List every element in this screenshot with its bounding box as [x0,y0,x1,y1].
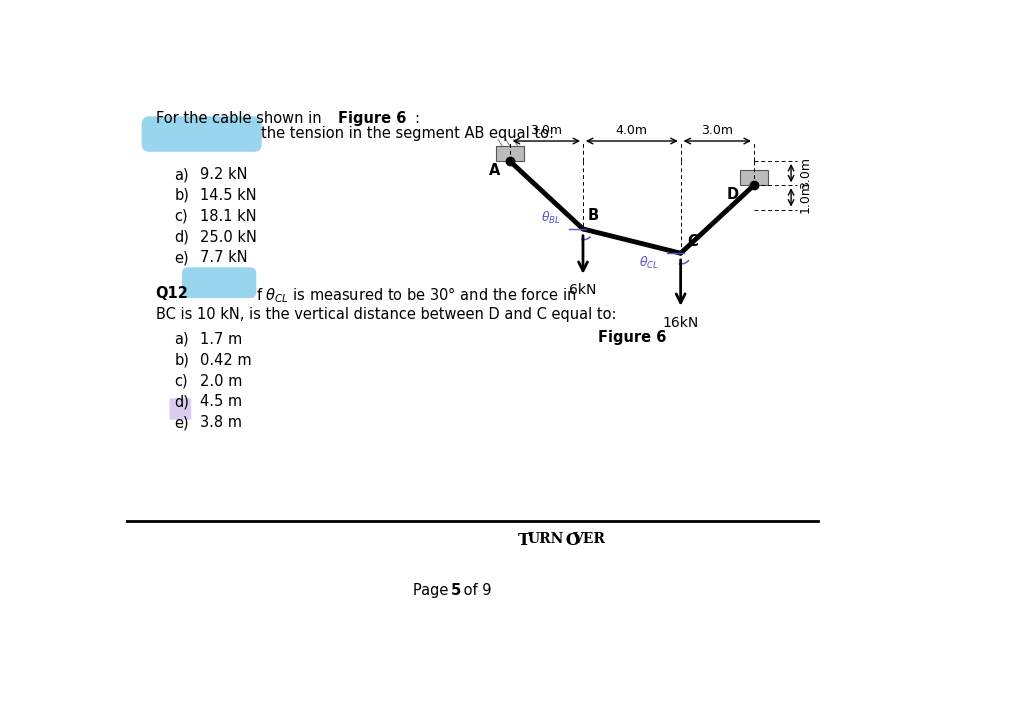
Text: 3.0m: 3.0m [799,157,812,189]
Text: a): a) [175,167,189,182]
Text: C: C [687,234,697,248]
Text: B: B [587,208,598,223]
Text: b): b) [175,188,189,203]
Text: :: : [415,111,420,126]
Text: 14.5 kN: 14.5 kN [200,188,256,203]
Text: 6kN: 6kN [569,283,596,297]
Text: 3.0m: 3.0m [701,124,734,137]
Text: Figure 6: Figure 6 [338,111,407,126]
Text: d): d) [175,229,189,245]
Text: T: T [518,532,530,549]
Text: 16kN: 16kN [663,317,699,330]
Text: Q12: Q12 [155,286,189,301]
Text: $\theta_{BL}$: $\theta_{BL}$ [541,210,561,226]
FancyBboxPatch shape [182,267,256,298]
Text: 1.7 m: 1.7 m [200,332,242,347]
Text: f $\theta_{CL}$ is measured to be 30° and the force in: f $\theta_{CL}$ is measured to be 30° an… [255,286,576,306]
FancyBboxPatch shape [170,398,192,420]
Text: e): e) [175,415,189,430]
Text: A: A [489,163,500,179]
Text: c): c) [175,374,188,388]
Text: VER: VER [572,532,605,546]
Text: e): e) [175,250,189,266]
Text: 9.2 kN: 9.2 kN [200,167,247,182]
Text: the tension in the segment AB equal to:: the tension in the segment AB equal to: [261,126,554,141]
Bar [495,146,524,161]
Text: Page: Page [413,583,453,598]
Text: For the cable shown in: For the cable shown in [155,111,326,126]
Text: 2.0 m: 2.0 m [200,374,242,388]
FancyBboxPatch shape [141,116,261,152]
Text: 0.42 m: 0.42 m [200,353,251,368]
Text: of 9: of 9 [459,583,491,598]
Text: BC is 10 kN, is the vertical distance between D and C equal to:: BC is 10 kN, is the vertical distance be… [155,306,616,322]
Bar [740,170,768,185]
Text: b): b) [175,353,189,368]
Text: a): a) [175,332,189,347]
Text: 5: 5 [451,583,461,598]
Text: 1.0m: 1.0m [799,182,812,213]
Text: O: O [560,532,580,549]
Text: Figure 6: Figure 6 [597,330,666,345]
Text: D: D [726,187,739,202]
Text: 4.0m: 4.0m [615,124,648,137]
Text: 18.1 kN: 18.1 kN [200,209,256,224]
Text: 3.8 m: 3.8 m [200,415,242,430]
Text: d): d) [175,394,189,409]
Text: 25.0 kN: 25.0 kN [200,229,256,245]
Text: 7.7 kN: 7.7 kN [200,250,247,266]
Text: c): c) [175,209,188,224]
Text: URN: URN [528,532,564,546]
Text: 3.0m: 3.0m [531,124,562,137]
Text: $\theta_{CL}$: $\theta_{CL}$ [639,255,659,271]
Text: 4.5 m: 4.5 m [200,394,242,409]
